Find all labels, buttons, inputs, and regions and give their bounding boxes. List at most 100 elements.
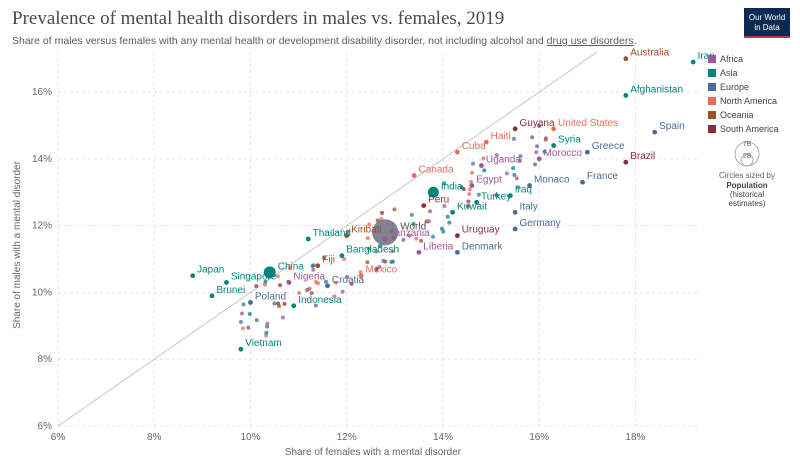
country-point[interactable] xyxy=(349,281,354,286)
country-point[interactable] xyxy=(272,301,277,306)
country-point[interactable] xyxy=(533,162,538,167)
point-japan[interactable] xyxy=(190,273,196,279)
country-point[interactable] xyxy=(467,187,472,192)
country-point[interactable] xyxy=(241,326,246,331)
subtitle-link[interactable]: drug use disorders xyxy=(546,35,634,47)
country-point[interactable] xyxy=(466,199,471,204)
country-point[interactable] xyxy=(275,274,280,279)
country-point[interactable] xyxy=(310,264,315,269)
country-point[interactable] xyxy=(264,330,269,335)
country-point[interactable] xyxy=(297,290,302,295)
country-point[interactable] xyxy=(512,172,517,177)
point-guyana[interactable] xyxy=(512,126,518,132)
country-point[interactable] xyxy=(309,291,314,296)
country-point[interactable] xyxy=(254,318,259,323)
point-iran[interactable] xyxy=(690,59,696,65)
country-point[interactable] xyxy=(265,321,270,326)
point-afghanistan[interactable] xyxy=(623,93,629,98)
legend-label[interactable]: North America xyxy=(720,96,777,106)
legend-label[interactable]: Europe xyxy=(720,82,749,92)
point-brunei[interactable] xyxy=(209,293,215,299)
country-point[interactable] xyxy=(264,333,269,338)
point-nigeria[interactable] xyxy=(286,280,292,285)
point-cuba[interactable] xyxy=(454,149,460,155)
point-italy[interactable] xyxy=(512,209,518,215)
point-peru[interactable] xyxy=(421,203,427,209)
country-point[interactable] xyxy=(419,238,424,243)
point-tanzania[interactable] xyxy=(382,236,388,242)
owid-logo[interactable]: Our World in Data xyxy=(744,8,790,38)
country-point[interactable] xyxy=(282,301,287,306)
point-morocco[interactable] xyxy=(536,156,542,162)
country-point[interactable] xyxy=(465,204,470,209)
country-point[interactable] xyxy=(542,149,547,154)
country-point[interactable] xyxy=(467,191,472,196)
country-point[interactable] xyxy=(277,304,282,309)
country-point[interactable] xyxy=(332,294,337,299)
country-point[interactable] xyxy=(461,187,466,192)
country-point[interactable] xyxy=(316,281,321,286)
country-point[interactable] xyxy=(471,161,476,166)
country-point[interactable] xyxy=(411,221,416,226)
point-india[interactable] xyxy=(427,186,439,198)
country-point[interactable] xyxy=(543,136,548,141)
country-point[interactable] xyxy=(517,158,522,163)
point-turkey[interactable] xyxy=(474,199,480,205)
country-point[interactable] xyxy=(518,154,523,159)
country-point[interactable] xyxy=(342,257,347,262)
point-thailand[interactable] xyxy=(305,236,311,242)
country-point[interactable] xyxy=(367,222,372,227)
point-fiji[interactable] xyxy=(315,263,321,269)
point-indonesia[interactable] xyxy=(291,303,297,309)
country-point[interactable] xyxy=(511,136,516,141)
country-point[interactable] xyxy=(407,233,412,238)
country-point[interactable] xyxy=(401,237,406,242)
country-point[interactable] xyxy=(280,315,285,320)
country-point[interactable] xyxy=(246,325,251,330)
country-point[interactable] xyxy=(366,246,371,251)
country-point[interactable] xyxy=(431,234,436,239)
point-kiribati[interactable] xyxy=(344,233,350,239)
point-uruguay[interactable] xyxy=(454,233,460,239)
point-kuwait[interactable] xyxy=(450,209,455,215)
country-point[interactable] xyxy=(323,279,328,284)
point-bangladesh[interactable] xyxy=(339,253,345,259)
point-china[interactable] xyxy=(263,266,276,279)
country-point[interactable] xyxy=(390,249,395,254)
country-point[interactable] xyxy=(511,166,516,171)
country-point[interactable] xyxy=(238,320,243,325)
country-point[interactable] xyxy=(239,311,244,316)
point-mexico[interactable] xyxy=(358,273,364,279)
point-liberia[interactable] xyxy=(416,249,422,255)
country-point[interactable] xyxy=(469,179,474,184)
country-point[interactable] xyxy=(445,214,450,219)
country-point[interactable] xyxy=(447,220,452,225)
legend-label[interactable]: Africa xyxy=(720,54,743,64)
country-point[interactable] xyxy=(476,192,481,197)
point-iraq[interactable] xyxy=(507,193,513,198)
country-point[interactable] xyxy=(537,123,542,128)
point-vietnam[interactable] xyxy=(238,346,244,352)
country-point[interactable] xyxy=(377,243,382,248)
country-point[interactable] xyxy=(414,236,419,241)
country-point[interactable] xyxy=(470,170,475,175)
point-denmark[interactable] xyxy=(454,249,460,255)
country-point[interactable] xyxy=(442,203,447,208)
point-spain[interactable] xyxy=(652,129,658,135)
country-point[interactable] xyxy=(340,289,345,294)
point-egypt[interactable] xyxy=(469,183,475,188)
point-germany[interactable] xyxy=(512,226,518,232)
country-point[interactable] xyxy=(254,284,259,289)
country-point[interactable] xyxy=(345,229,350,234)
country-point[interactable] xyxy=(374,267,379,272)
country-point[interactable] xyxy=(313,303,318,308)
country-point[interactable] xyxy=(311,267,316,272)
country-point[interactable] xyxy=(374,249,379,254)
country-point[interactable] xyxy=(494,193,499,198)
point-singapore[interactable] xyxy=(224,280,229,285)
legend-label[interactable]: Oceania xyxy=(720,110,754,120)
point-greece[interactable] xyxy=(584,149,590,155)
country-point[interactable] xyxy=(380,210,385,215)
country-point[interactable] xyxy=(482,168,487,173)
country-point[interactable] xyxy=(481,156,486,161)
